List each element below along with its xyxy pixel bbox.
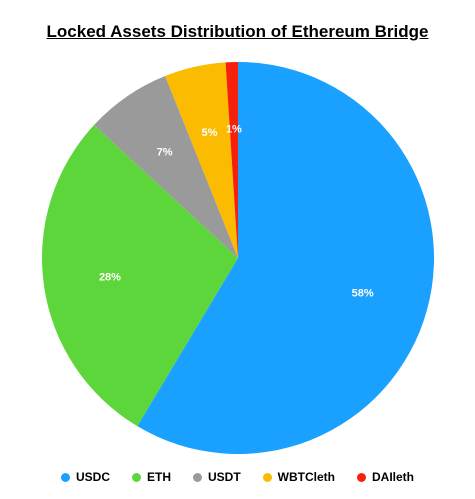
legend-swatch-eth — [132, 472, 141, 482]
legend-item-usdc: USDC — [60, 470, 110, 484]
slice-label-usdt: 7% — [157, 146, 173, 158]
slice-wbtcleth — [165, 62, 238, 259]
slice-label-wbtcleth: 5% — [202, 127, 218, 139]
legend: USDC ETH USDT WBTCleth DAIleth — [0, 470, 475, 484]
slice-label-usdc: 58% — [352, 287, 374, 299]
slice-daileth — [225, 62, 238, 258]
legend-item-daileth: DAIleth — [357, 470, 414, 484]
legend-label-wbtcleth: WBTCleth — [277, 470, 335, 484]
legend-label-eth: ETH — [147, 470, 171, 484]
legend-swatch-usdc — [60, 472, 70, 482]
legend-label-daileth: DAIleth — [372, 470, 414, 484]
slice-eth — [42, 125, 239, 427]
legend-swatch-daileth — [357, 472, 366, 482]
slice-usdt — [94, 76, 239, 258]
chart-title: Locked Assets Distribution of Ethereum B… — [46, 22, 429, 41]
legend-swatch-usdt — [193, 472, 202, 482]
legend-swatch-wbtcleth — [262, 472, 272, 482]
legend-label-usdt: USDT — [208, 470, 241, 484]
slice-usdc — [137, 62, 435, 454]
slice-label-eth: 28% — [99, 271, 121, 283]
slice-label-daileth: 1% — [226, 124, 242, 136]
pie-chart: 58% 28% 7% 5% 1% — [42, 62, 435, 454]
legend-item-eth: ETH — [132, 470, 171, 484]
legend-item-wbtcleth: WBTCleth — [262, 470, 335, 484]
legend-item-usdt: USDT — [193, 470, 241, 484]
legend-label-usdc: USDC — [75, 470, 110, 484]
